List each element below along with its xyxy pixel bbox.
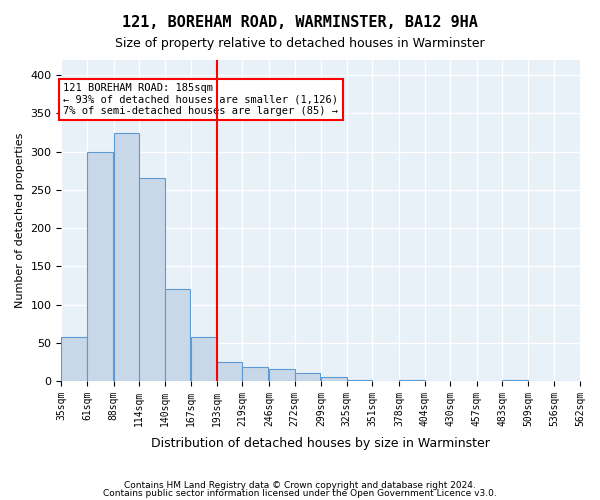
Y-axis label: Number of detached properties: Number of detached properties <box>15 133 25 308</box>
Text: 121 BOREHAM ROAD: 185sqm
← 93% of detached houses are smaller (1,126)
7% of semi: 121 BOREHAM ROAD: 185sqm ← 93% of detach… <box>64 83 338 116</box>
Bar <box>61 338 87 381</box>
Bar <box>347 380 373 381</box>
Bar <box>295 374 320 381</box>
Bar <box>399 380 425 381</box>
Bar <box>139 178 165 381</box>
Text: Contains HM Land Registry data © Crown copyright and database right 2024.: Contains HM Land Registry data © Crown c… <box>124 481 476 490</box>
Text: Contains public sector information licensed under the Open Government Licence v3: Contains public sector information licen… <box>103 488 497 498</box>
Bar <box>113 132 139 381</box>
Bar <box>165 289 190 381</box>
Bar <box>502 380 528 381</box>
Bar <box>580 380 600 381</box>
Text: 121, BOREHAM ROAD, WARMINSTER, BA12 9HA: 121, BOREHAM ROAD, WARMINSTER, BA12 9HA <box>122 15 478 30</box>
Text: Size of property relative to detached houses in Warminster: Size of property relative to detached ho… <box>115 38 485 51</box>
Bar <box>87 152 113 381</box>
Bar <box>191 338 217 381</box>
Bar <box>242 367 268 381</box>
Bar <box>217 362 242 381</box>
Bar <box>269 370 295 381</box>
X-axis label: Distribution of detached houses by size in Warminster: Distribution of detached houses by size … <box>151 437 490 450</box>
Bar <box>321 377 347 381</box>
